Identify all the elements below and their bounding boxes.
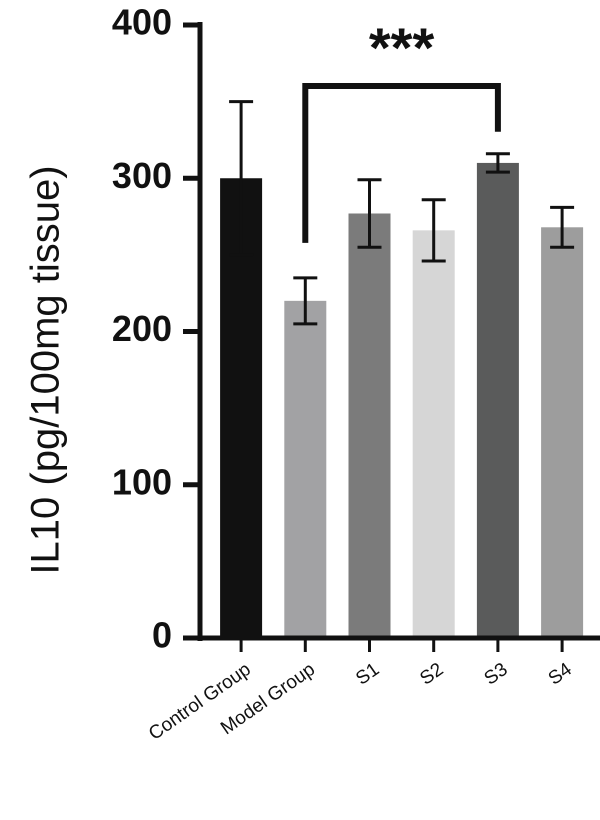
x-tick-label: S2	[416, 659, 447, 690]
bar	[541, 227, 584, 639]
significance-bracket	[302, 83, 501, 243]
x-tick-label: S1	[352, 659, 383, 690]
x-tick-label: S3	[481, 659, 512, 690]
y-tick-label: 200	[112, 308, 172, 349]
y-tick-label: 300	[112, 155, 172, 196]
y-tick-label: 400	[112, 2, 172, 43]
bar	[476, 162, 519, 639]
bar	[284, 300, 327, 638]
significance-label: ***	[369, 16, 435, 79]
bar	[412, 230, 455, 639]
y-axis-label: IL10 (pg/100mg tissue)	[24, 165, 68, 574]
y-tick-label: 100	[112, 461, 172, 502]
x-tick-label: S4	[545, 659, 576, 690]
y-tick-label: 0	[152, 615, 172, 656]
bar	[348, 213, 391, 638]
